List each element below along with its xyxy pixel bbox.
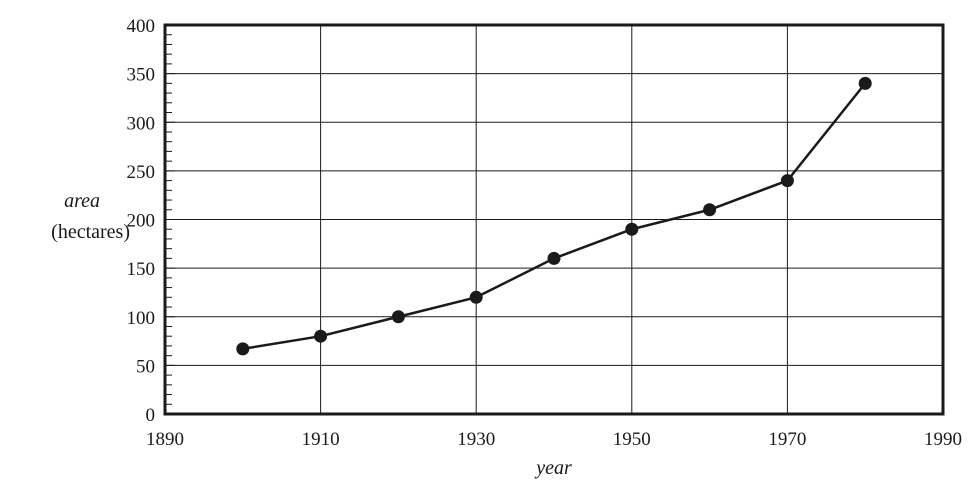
- x-axis-label: year: [534, 457, 572, 479]
- data-point: [858, 76, 872, 90]
- y-axis-label: area: [64, 190, 100, 212]
- y-tick-label: 0: [146, 405, 156, 426]
- y-minor-ticks: [165, 24, 175, 415]
- series-line: [242, 82, 867, 351]
- data-point: [625, 222, 639, 236]
- data-point: [547, 251, 561, 265]
- x-tick-label: 1970: [768, 429, 806, 450]
- y-tick-label: 300: [127, 113, 156, 134]
- y-tick-label: 50: [136, 356, 155, 377]
- y-tick-label: 250: [127, 162, 156, 183]
- y-tick-label: 100: [127, 308, 156, 329]
- data-point: [780, 174, 794, 188]
- x-tick-label: 1950: [613, 429, 651, 450]
- data-point: [236, 342, 250, 356]
- x-tick-labels: 1890 1910 1930 1950 1970 1990: [146, 429, 962, 450]
- y-tick-label: 400: [127, 16, 156, 37]
- x-tick-label: 1930: [457, 429, 495, 450]
- y-axis-unit-label: (hectares): [51, 221, 130, 243]
- x-tick-label: 1990: [924, 429, 962, 450]
- plot-area-frame: [163, 23, 945, 416]
- x-tick-label: 1890: [146, 429, 184, 450]
- data-point: [469, 290, 483, 304]
- grid-lines: [164, 24, 944, 415]
- data-point: [703, 203, 717, 217]
- y-tick-labels: 0 50 100 150 200 250 300 350 400: [127, 16, 156, 426]
- y-tick-label: 350: [127, 65, 156, 86]
- y-tick-label: 150: [127, 259, 156, 280]
- y-tick-label: 200: [127, 211, 156, 232]
- data-series: [236, 76, 872, 356]
- data-point: [391, 310, 405, 324]
- x-tick-label: 1910: [302, 429, 340, 450]
- data-point: [314, 329, 328, 343]
